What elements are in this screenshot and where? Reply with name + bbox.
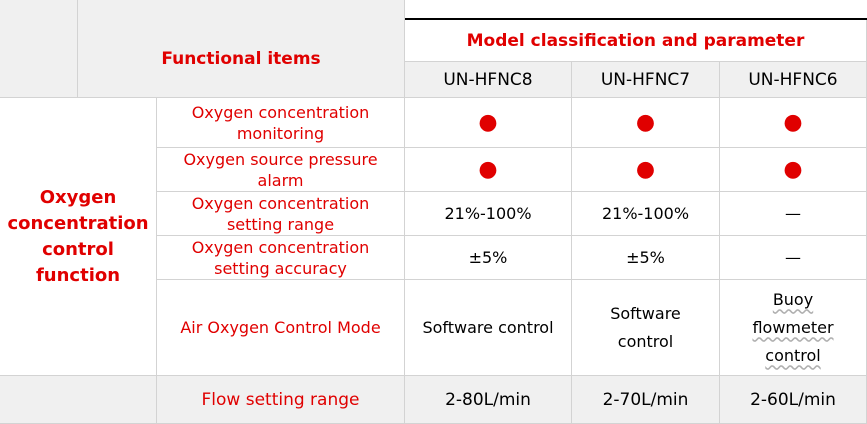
- corner-stub-top: [78, 0, 405, 20]
- row-cell-text: Software control: [610, 303, 681, 351]
- row-cell: Software control: [405, 280, 572, 376]
- row-item-label: Air Oxygen Control Mode: [157, 280, 405, 376]
- group-title: Oxygen concentration control function: [7, 186, 149, 286]
- row-cell: ±5%: [405, 236, 572, 280]
- row-cell: 21%-100%: [572, 192, 720, 236]
- row-cell: Software control: [572, 280, 720, 376]
- model-name-hfnc7: UN-HFNC7: [572, 62, 720, 98]
- row-cell-text: Buoy flowmeter control: [752, 289, 834, 365]
- model-name-hfnc6: UN-HFNC6: [720, 62, 867, 98]
- row-cell: 2-60L/min: [720, 376, 867, 424]
- group-label: Oxygen concentration control function: [0, 98, 157, 376]
- row-cell: ●: [572, 148, 720, 192]
- check-dot-icon: ●: [635, 156, 656, 182]
- row-cell: 21%-100%: [405, 192, 572, 236]
- model-classification-header: Model classification and parameter: [405, 20, 867, 62]
- group-label-empty: [0, 376, 157, 424]
- row-cell: Buoy flowmeter control: [720, 280, 867, 376]
- table-top-rule: [78, 18, 867, 20]
- check-dot-icon: ●: [478, 109, 498, 135]
- row-item-label: Oxygen concentration setting accuracy: [157, 236, 405, 280]
- model-name-hfnc8: UN-HFNC8: [405, 62, 572, 98]
- row-item-label: Flow setting range: [157, 376, 405, 424]
- row-cell: ●: [720, 148, 867, 192]
- row-cell: —: [720, 192, 867, 236]
- functional-items-header: Functional items: [78, 20, 405, 98]
- row-cell: ●: [405, 98, 572, 148]
- check-dot-icon: ●: [783, 109, 803, 135]
- check-dot-icon: ●: [783, 156, 803, 182]
- row-cell: 2-70L/min: [572, 376, 720, 424]
- row-cell: ●: [572, 98, 720, 148]
- check-dot-icon: ●: [478, 156, 498, 182]
- row-item-label: Oxygen concentration setting range: [157, 192, 405, 236]
- corner-stub: [0, 0, 78, 98]
- row-cell: —: [720, 236, 867, 280]
- row-cell: ±5%: [572, 236, 720, 280]
- check-dot-icon: ●: [635, 109, 656, 135]
- row-cell: ●: [405, 148, 572, 192]
- row-item-label: Oxygen concentration monitoring: [157, 98, 405, 148]
- row-cell: 2-80L/min: [405, 376, 572, 424]
- row-cell: ●: [720, 98, 867, 148]
- row-item-label: Oxygen source pressure alarm: [157, 148, 405, 192]
